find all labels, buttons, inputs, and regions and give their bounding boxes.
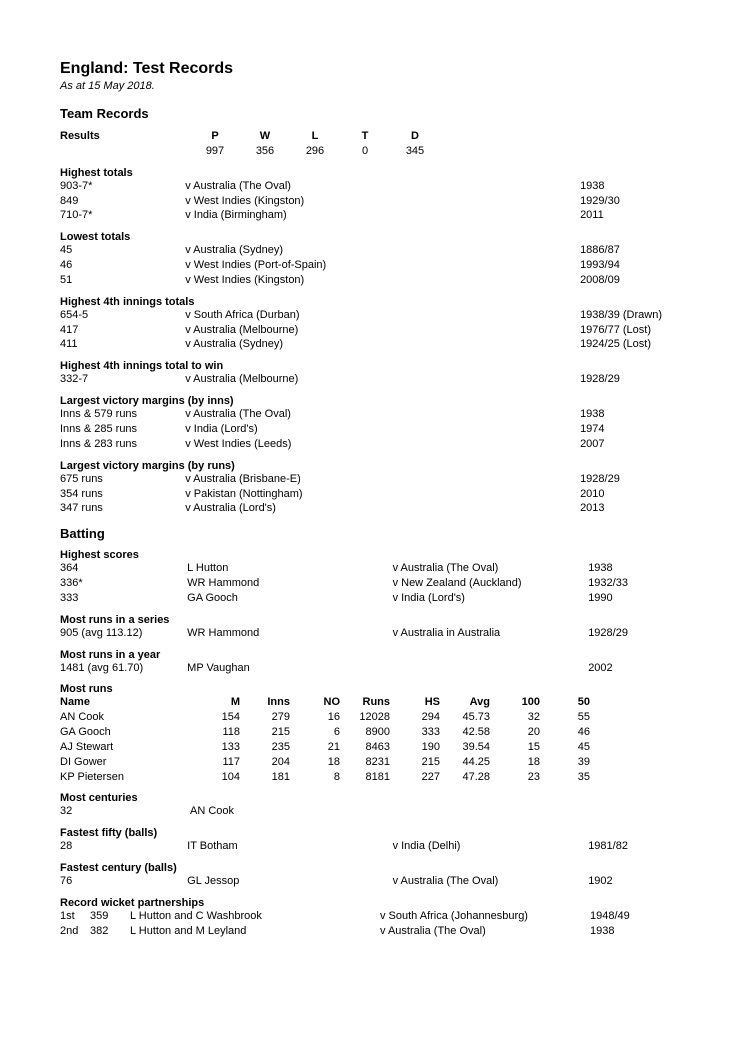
as-of-date: As at 15 May 2018. <box>60 80 686 92</box>
block-title: Largest victory margins (by inns) <box>60 395 686 407</box>
results-label: Results <box>60 129 190 144</box>
results-header: Results P W L T D <box>60 129 686 144</box>
val-d: 345 <box>390 144 440 159</box>
block-title: Fastest century (balls) <box>60 862 686 874</box>
block-title: Highest 4th innings totals <box>60 296 686 308</box>
val-l: 296 <box>290 144 340 159</box>
block-title: Most runs in a year <box>60 649 686 661</box>
col-d: D <box>390 129 440 144</box>
page-title: England: Test Records <box>60 60 686 78</box>
block-title: Highest 4th innings total to win <box>60 360 686 372</box>
results-values: 997 356 296 0 345 <box>60 144 686 159</box>
val-p: 997 <box>190 144 240 159</box>
col-p: P <box>190 129 240 144</box>
section-team-records: Team Records <box>60 106 686 121</box>
val-t: 0 <box>340 144 390 159</box>
block-title: Most runs <box>60 683 686 695</box>
block-title: Largest victory margins (by runs) <box>60 460 686 472</box>
col-w: W <box>240 129 290 144</box>
block-title: Most centuries <box>60 792 686 804</box>
block-title: Most runs in a series <box>60 614 686 626</box>
section-batting: Batting <box>60 526 686 541</box>
block-title: Highest scores <box>60 549 686 561</box>
val-w: 356 <box>240 144 290 159</box>
col-l: L <box>290 129 340 144</box>
block-title: Lowest totals <box>60 231 686 243</box>
block-title: Record wicket partnerships <box>60 897 686 909</box>
block-title: Fastest fifty (balls) <box>60 827 686 839</box>
col-t: T <box>340 129 390 144</box>
block-title: Highest totals <box>60 167 686 179</box>
